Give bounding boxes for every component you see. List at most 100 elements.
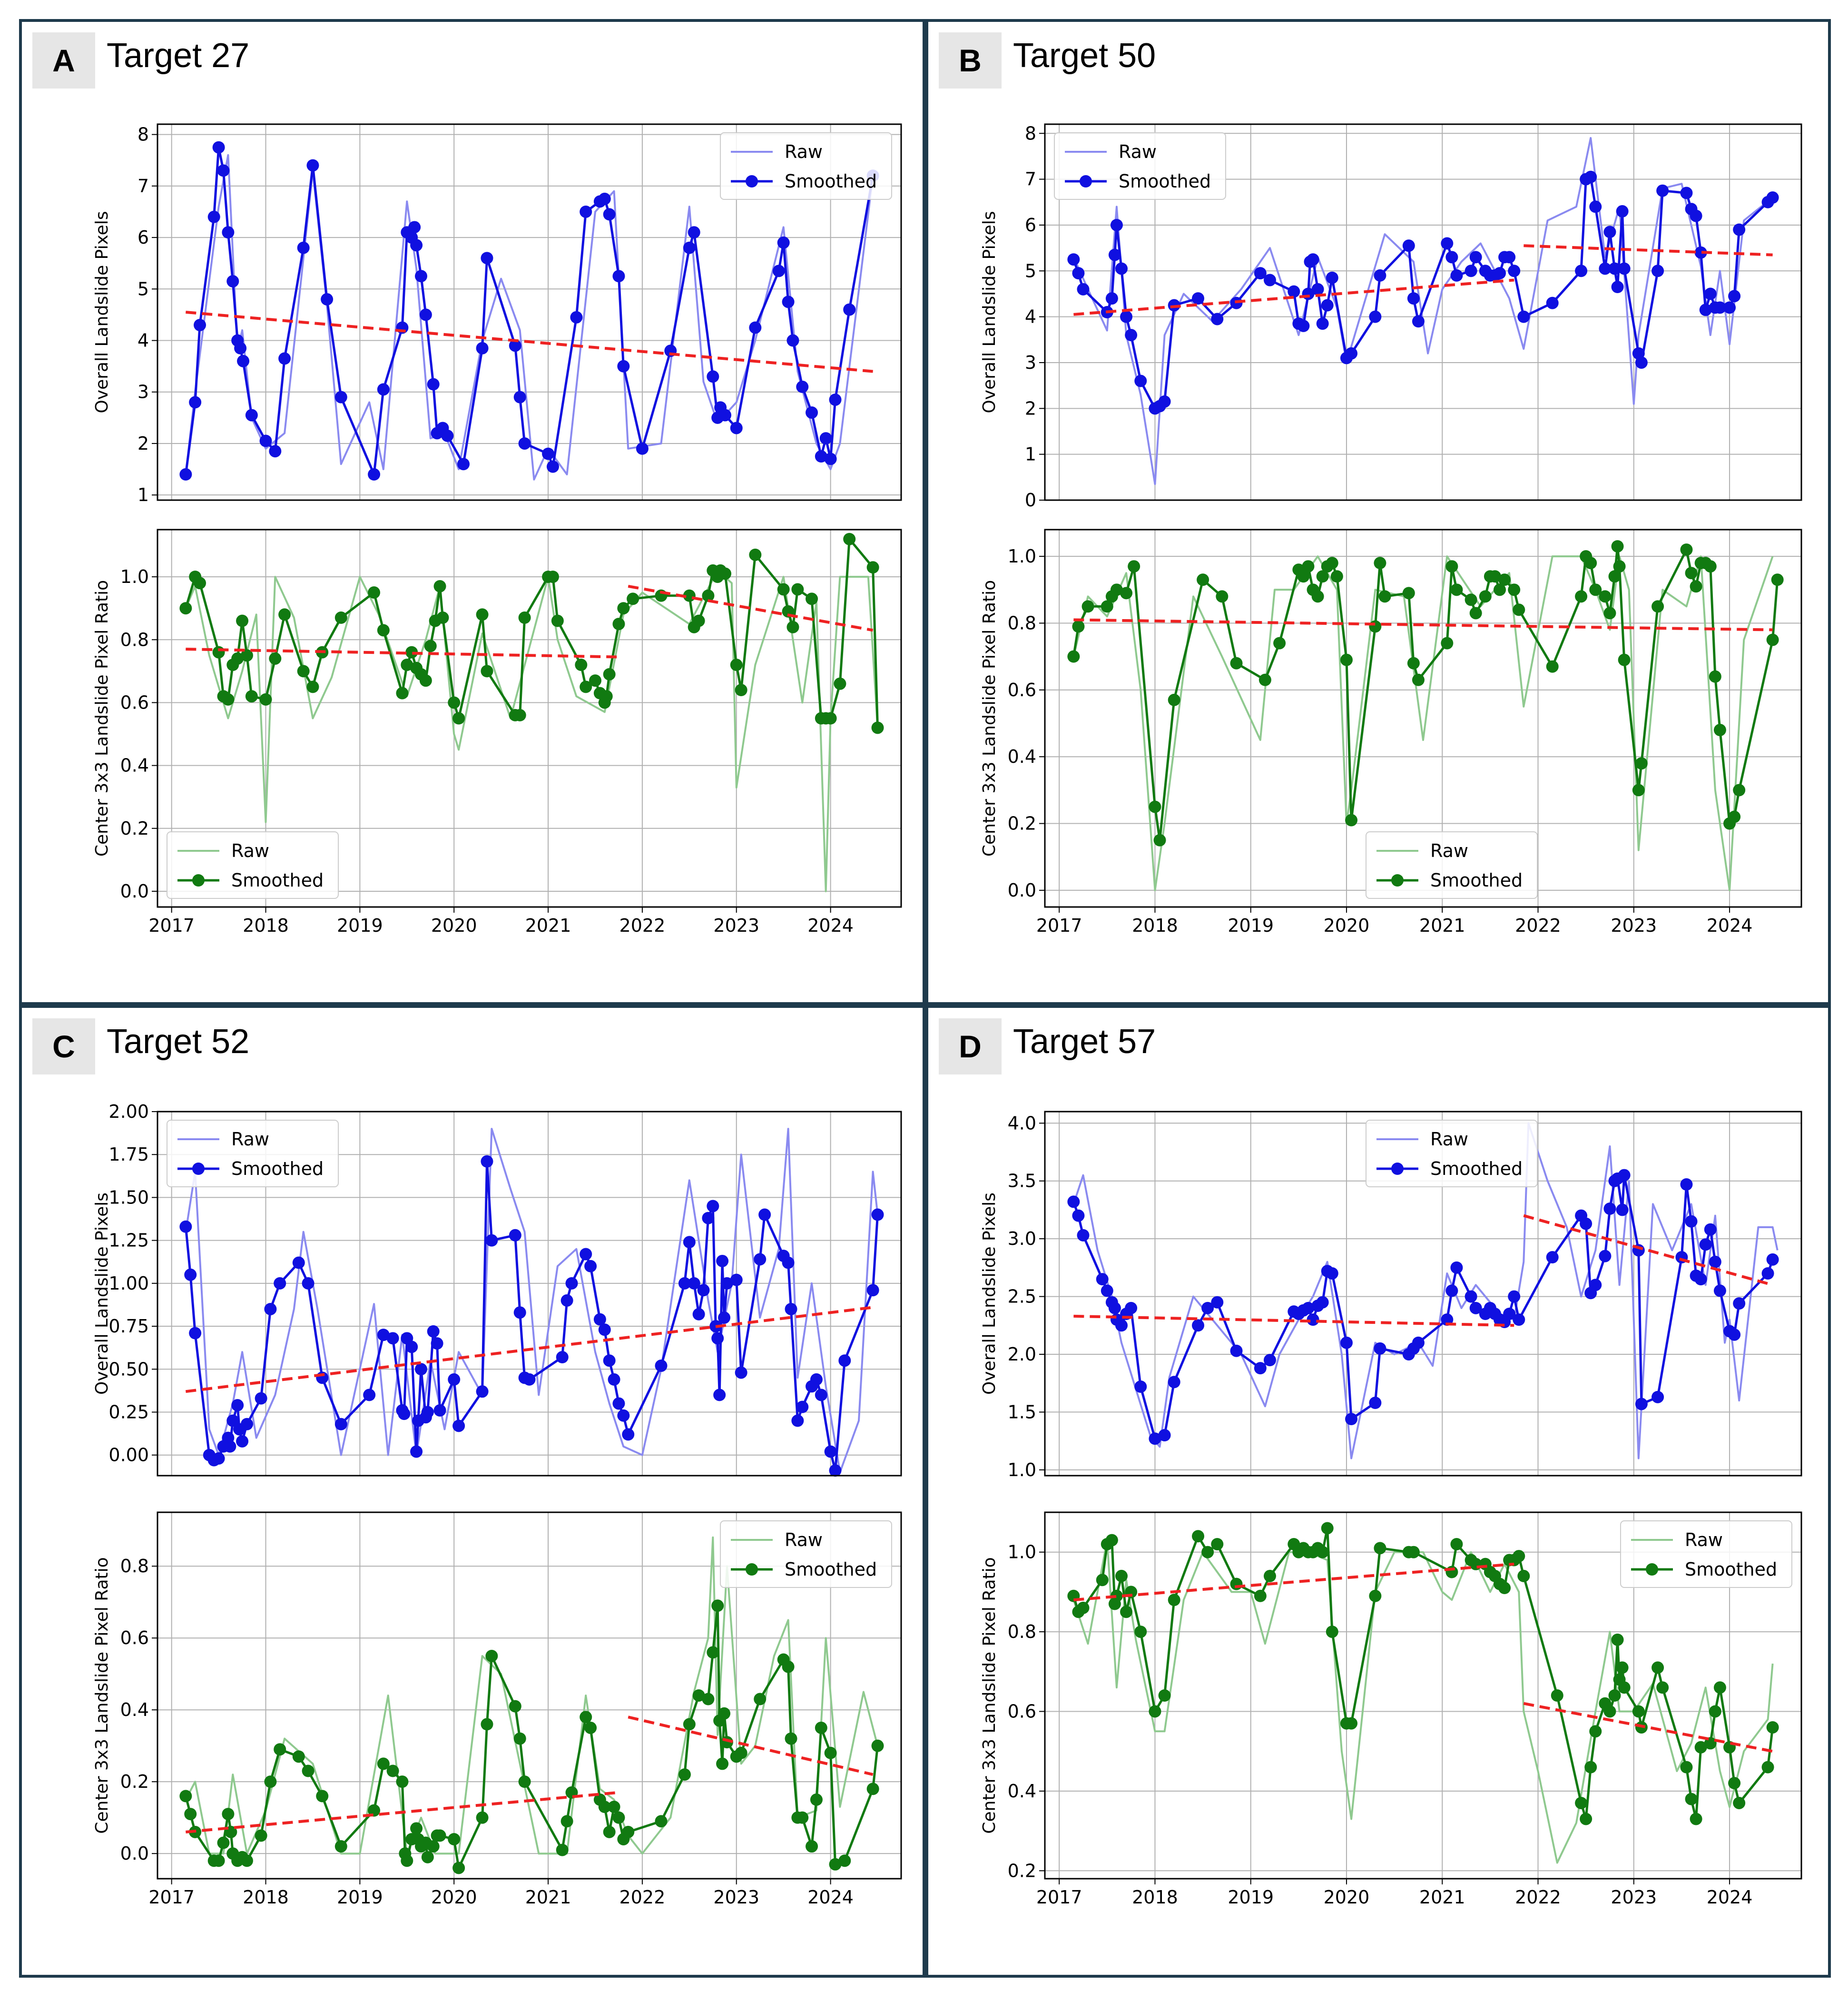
smoothed-point [1254, 1589, 1267, 1602]
smoothed-point [237, 355, 250, 367]
smoothed-point [580, 205, 592, 218]
smoothed-point [302, 1277, 315, 1290]
smoothed-point [1704, 287, 1717, 300]
smoothed-point [1345, 1413, 1358, 1425]
smoothed-point [481, 252, 493, 265]
smoothed-point [1704, 1737, 1717, 1750]
chart-svg: 0 1 2 3 4 5 6 7 8 Overall Landslide Pixels Raw Smoo… [980, 123, 1802, 936]
y-tick-label: 0.50 [108, 1359, 149, 1380]
smoothed-point [212, 1854, 225, 1867]
smoothed-point [1197, 573, 1209, 586]
smoothed-point [1096, 1273, 1109, 1286]
smoothed-point [815, 1389, 827, 1401]
smoothed-point [546, 571, 559, 583]
smoothed-point [1149, 1705, 1161, 1718]
smoothed-point [806, 406, 818, 419]
smoothed-point [718, 1311, 731, 1324]
smoothed-point [697, 1284, 710, 1297]
smoothed-point [1513, 1550, 1525, 1563]
trend-line [1073, 618, 1773, 631]
smoothed-point [1589, 1725, 1602, 1738]
x-tick-label: 2024 [1707, 915, 1753, 936]
smoothed-point [1067, 253, 1080, 266]
smoothed-point [1611, 281, 1624, 294]
smoothed-point [1713, 1681, 1726, 1694]
smoothed-point [410, 1445, 423, 1458]
smoothed-point [1230, 657, 1243, 670]
smoothed-point [834, 677, 846, 690]
y-tick-label: 4 [138, 330, 149, 351]
smoothed-point [419, 674, 432, 687]
smoothed-point [1635, 356, 1648, 369]
smoothed-point [441, 429, 454, 442]
smoothed-point [452, 1419, 465, 1432]
smoothed-point [1651, 1661, 1664, 1674]
legend-smoothed-marker [192, 1163, 205, 1175]
smoothed-point [245, 409, 258, 422]
x-tick-label: 2023 [1611, 915, 1657, 936]
smoothed-point [678, 1277, 691, 1290]
smoothed-point [424, 640, 437, 652]
x-tick-label: 2024 [807, 1887, 854, 1908]
smoothed-point [1704, 560, 1717, 573]
smoothed-point [1168, 1594, 1180, 1607]
smoothed-point [1613, 560, 1626, 573]
smoothed-point [1589, 583, 1602, 596]
smoothed-point [1616, 205, 1629, 218]
smoothed-point [815, 1721, 827, 1734]
smoothed-point [1321, 1522, 1334, 1535]
smoothed-point [222, 226, 235, 239]
smoothed-point [1728, 290, 1741, 303]
smoothed-point [1158, 1689, 1171, 1702]
smoothed-point [292, 1256, 305, 1269]
x-tick-label: 2022 [1515, 1887, 1561, 1908]
smoothed-point [1766, 1253, 1779, 1266]
smoothed-point [1450, 583, 1463, 596]
smoothed-point [1307, 253, 1319, 266]
smoothed-point [1120, 310, 1133, 323]
y-tick-label: 0.8 [1008, 612, 1036, 633]
x-tick-label: 2017 [1036, 1887, 1082, 1908]
smoothed-point [302, 1764, 315, 1777]
legend-smoothed-label: Smoothed [1119, 171, 1211, 192]
trend-line [1073, 278, 1514, 316]
trend-line [1073, 1314, 1514, 1327]
x-tick-label: 2017 [1036, 915, 1082, 936]
smoothed-point [1685, 567, 1698, 580]
smoothed-point [688, 1277, 700, 1290]
smoothed-point [702, 589, 715, 602]
trend-line [1523, 1214, 1773, 1287]
smoothed-point [1618, 262, 1631, 275]
legend-raw-label: Raw [231, 840, 269, 861]
smoothed-point [1508, 1290, 1521, 1303]
legend-raw-label: Raw [785, 1529, 823, 1550]
smoothed-point [1728, 810, 1741, 823]
smoothed-point [1326, 271, 1338, 284]
smoothed-point [408, 221, 421, 234]
legend-raw-label: Raw [785, 141, 823, 162]
panel-letter: C [32, 1018, 95, 1074]
smoothed-point [1168, 693, 1180, 706]
plot-frame [1044, 1511, 1802, 1880]
smoothed-point [274, 1277, 286, 1290]
smoothed-point [1766, 1721, 1779, 1734]
smoothed-point [1699, 1238, 1712, 1251]
smoothed-point [436, 611, 449, 624]
smoothed-point [396, 687, 409, 700]
smoothed-point [1445, 251, 1458, 264]
smoothed-point [1713, 1284, 1726, 1297]
smoothed-point [749, 321, 762, 334]
smoothed-point [1369, 310, 1382, 323]
smoothed-point [1632, 784, 1645, 797]
smoothed-point [1690, 1813, 1702, 1825]
smoothed-point [866, 1284, 879, 1297]
x-tick-label: 2023 [1611, 1887, 1657, 1908]
smoothed-point [297, 241, 310, 254]
smoothed-point [226, 275, 239, 288]
smoothed-point [1508, 265, 1521, 277]
smoothed-point [570, 311, 583, 324]
smoothed-point [1771, 573, 1784, 586]
smoothed-point [1149, 1432, 1161, 1445]
smoothed-point [730, 659, 743, 671]
smoothed-point [476, 1385, 489, 1398]
